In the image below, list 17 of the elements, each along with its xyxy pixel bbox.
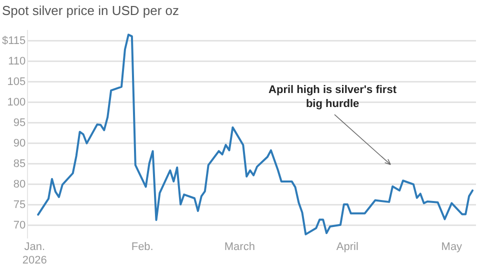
- annotation: April high is silver's first big hurdle: [268, 84, 397, 110]
- y-tick-label: 110: [8, 55, 26, 68]
- y-tick-label: 105: [7, 76, 26, 88]
- y-tick-label: 95: [13, 116, 26, 129]
- chart-title: Spot silver price in USD per oz: [2, 3, 180, 18]
- y-tick-label: 80: [13, 178, 26, 190]
- y-tick-label: 70: [13, 219, 26, 232]
- x-tick-label: Feb.: [131, 241, 154, 254]
- y-tick-label: 85: [13, 158, 26, 170]
- x-tick-label: Jan. 2026: [22, 241, 47, 266]
- y-tick-label: $115: [2, 34, 26, 47]
- y-tick-label: 75: [13, 198, 26, 211]
- x-tick-label: May: [441, 241, 463, 254]
- x-tick-label: March: [224, 241, 255, 254]
- y-tick-label: 90: [13, 137, 26, 150]
- x-tick-label: April: [336, 241, 358, 254]
- y-tick-label: 100: [7, 96, 26, 108]
